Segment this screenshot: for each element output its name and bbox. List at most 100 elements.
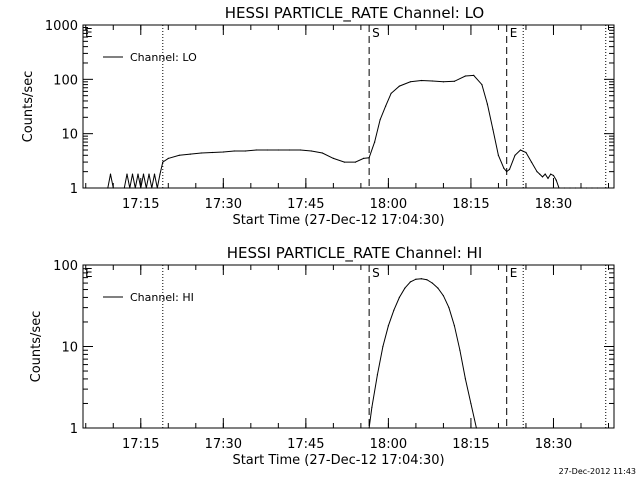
data-point [558,187,560,189]
data-point [550,173,552,175]
data-point [374,141,376,143]
y-tick-label: 10 [61,341,78,356]
data-point [310,150,312,152]
x-axis-label: Start Time (27-Dec-12 17:04:30) [232,453,444,468]
data-point [343,161,345,163]
data-point [332,157,334,159]
render-timestamp: 27-Dec-2012 11:43 [559,467,636,476]
data-point [508,168,511,170]
data-point [189,153,191,155]
data-point [134,187,136,189]
chart-title: HESSI PARTICLE_RATE Channel: HI [227,244,483,263]
data-point [382,345,384,348]
y-axis-label: Counts/sec [29,311,44,383]
data-point [376,374,378,376]
data-point [148,173,150,175]
data-point [244,150,246,152]
marker-label-e: E [510,26,518,40]
data-point [530,161,533,163]
data-point [442,81,444,83]
y-tick-label: 100 [53,259,78,274]
x-tick-label: 18:30 [535,197,572,212]
corner-marker-label: E [85,266,93,280]
data-point [420,278,422,280]
x-tick-label: 18:15 [452,437,489,452]
data-point [162,161,164,163]
x-tick-label: 17:15 [122,437,159,452]
x-tick-label: 17:30 [205,197,242,212]
marker-label-e: E [510,266,518,280]
data-point [591,187,593,189]
data-point [145,187,147,189]
data-point [563,187,566,189]
data-point [431,282,433,284]
data-point [109,173,112,175]
y-tick-label: 10 [61,128,78,143]
data-point [426,279,428,281]
data-point [354,161,356,163]
data-point [233,150,235,152]
data-point [580,187,582,189]
x-tick-label: 17:45 [287,437,324,452]
x-tick-label: 18:30 [535,437,572,452]
data-point [112,187,114,189]
data-point [541,176,544,178]
data-point [544,173,546,175]
data-point [547,177,549,179]
data-point [156,187,158,189]
data-point [107,187,109,189]
data-point [255,149,257,151]
data-point [390,92,392,94]
data-point [437,287,439,289]
chart-panel-2: HESSI PARTICLE_RATE Channel: HI 1 10 100 17:… [29,244,615,468]
data-point [409,281,411,283]
y-tick-label: 100 [53,73,78,88]
data-point [409,81,411,83]
data-point [536,171,538,173]
legend-label: Channel: LO [130,51,197,64]
data-point [596,187,599,189]
data-point [574,187,577,189]
y-axis-label: Counts/sec [21,71,36,143]
data-point [200,152,202,154]
data-point [131,173,134,175]
x-tick-label: 17:30 [205,437,242,452]
data-point [497,154,499,156]
data-point [385,105,387,107]
data-point [211,151,213,154]
data-point [398,296,400,298]
data-point [126,173,128,175]
data-point [539,173,541,175]
data-point [178,154,180,156]
data-point [492,128,494,130]
x-tick-label: 18:00 [370,197,407,212]
data-point [585,187,588,189]
marker-label-s: S [372,26,380,40]
data-point [123,187,125,189]
series-line [368,278,477,429]
data-point [552,174,555,177]
data-point [137,173,139,175]
data-point [503,167,505,169]
data-point [481,84,483,86]
data-point [222,151,224,153]
data-point [398,85,400,87]
data-point [420,79,422,82]
data-point [321,152,323,154]
data-point [387,325,389,327]
data-point [464,75,466,77]
data-point [470,402,472,405]
data-point [486,103,488,105]
data-point [473,74,475,76]
data-point [368,427,370,429]
data-point [371,406,373,408]
data-point [442,295,444,297]
data-point [453,325,455,327]
data-point [151,187,153,189]
data-point [159,173,161,175]
data-point [448,307,450,309]
data-point [459,349,461,351]
data-point [266,149,268,151]
data-point [288,149,290,151]
data-point [506,171,508,173]
